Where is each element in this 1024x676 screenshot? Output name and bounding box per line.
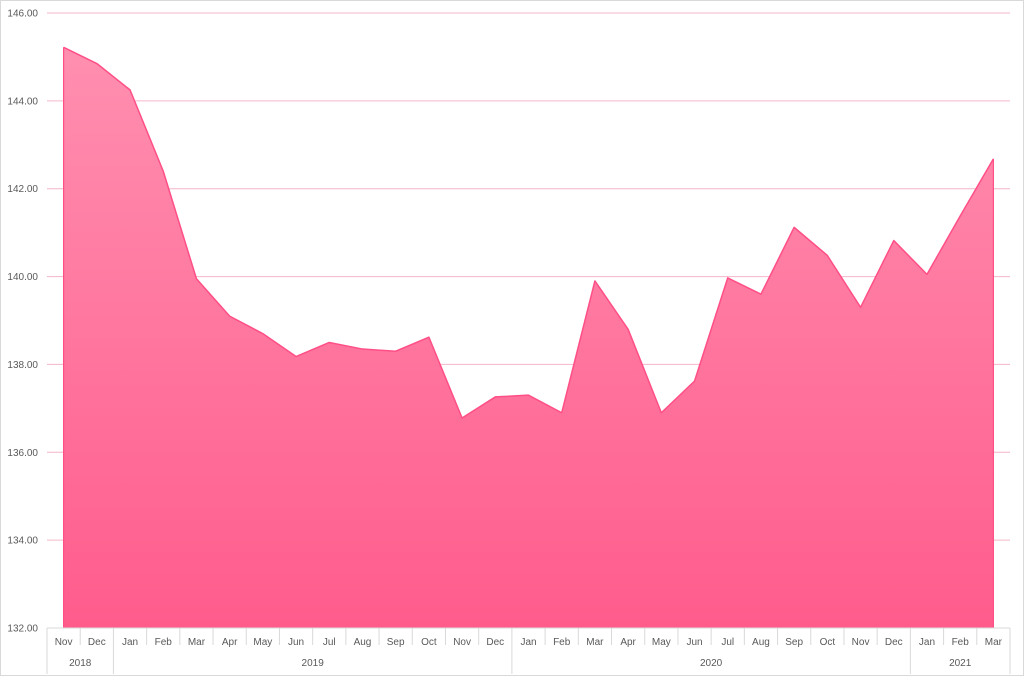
y-tick-label: 138.00 bbox=[7, 360, 38, 371]
x-category-label: Oct bbox=[421, 637, 437, 648]
x-category-label: Jul bbox=[721, 637, 734, 648]
y-tick-label: 134.00 bbox=[7, 536, 38, 547]
x-category-label: Feb bbox=[952, 637, 970, 648]
y-tick-label: 144.00 bbox=[7, 96, 38, 107]
area-fill bbox=[63, 47, 994, 629]
plot-area bbox=[63, 46, 995, 629]
y-tick-label: 132.00 bbox=[7, 624, 38, 635]
x-year-label: 2021 bbox=[949, 658, 972, 669]
x-year-label: 2018 bbox=[69, 658, 92, 669]
x-year-label: 2020 bbox=[700, 658, 723, 669]
x-category-label: Apr bbox=[222, 637, 238, 648]
x-category-label: Feb bbox=[155, 637, 173, 648]
x-category-label: Mar bbox=[586, 637, 604, 648]
x-category-label: Dec bbox=[885, 637, 903, 648]
x-category-label: Jun bbox=[686, 637, 702, 648]
x-category-label: Sep bbox=[387, 637, 405, 648]
x-category-label: Sep bbox=[785, 637, 803, 648]
x-category-label: Nov bbox=[453, 637, 471, 648]
x-category-label: Aug bbox=[752, 637, 770, 648]
x-category-label: Feb bbox=[553, 637, 571, 648]
x-year-label: 2019 bbox=[302, 658, 325, 669]
x-category-label: Dec bbox=[88, 637, 106, 648]
x-category-label: Jan bbox=[919, 637, 935, 648]
x-category-label: Dec bbox=[486, 637, 504, 648]
x-category-label: Jun bbox=[288, 637, 304, 648]
x-category-label: Jan bbox=[520, 637, 536, 648]
y-tick-label: 142.00 bbox=[7, 184, 38, 195]
x-category-label: Mar bbox=[188, 637, 206, 648]
y-tick-label: 136.00 bbox=[7, 448, 38, 459]
x-category-label: Nov bbox=[55, 637, 73, 648]
y-tick-label: 140.00 bbox=[7, 272, 38, 283]
x-axis: Nov Dec Jan Feb Mar Apr May Jun Jul Aug Sep Oct Nov D… bbox=[46, 627, 1011, 674]
x-category-label: Mar bbox=[985, 637, 1003, 648]
x-category-label: Apr bbox=[620, 637, 636, 648]
x-category-label: Nov bbox=[852, 637, 870, 648]
x-category-label: May bbox=[652, 637, 671, 648]
x-category-label: Aug bbox=[354, 637, 372, 648]
x-category-label: May bbox=[253, 637, 272, 648]
y-tick-label: 146.00 bbox=[7, 9, 38, 20]
y-axis-ticks: 132.00 134.00 136.00 138.00 140.00 142.00 144.… bbox=[7, 9, 38, 635]
x-category-label: Jul bbox=[323, 637, 336, 648]
x-category-label: Jan bbox=[122, 637, 138, 648]
x-category-label: Oct bbox=[820, 637, 836, 648]
